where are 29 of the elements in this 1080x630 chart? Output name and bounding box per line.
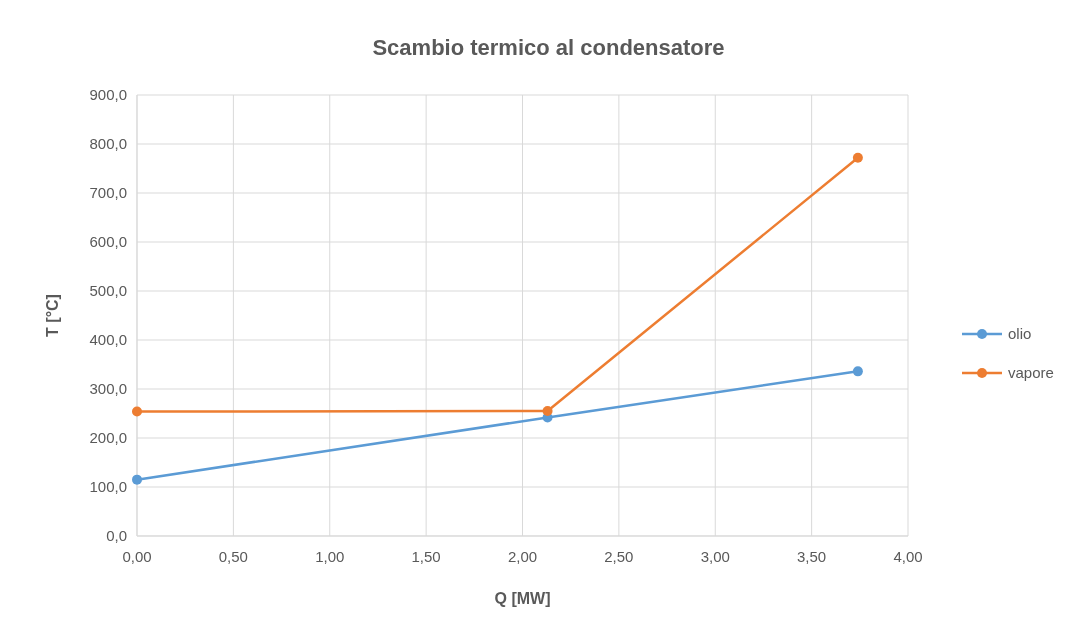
x-tick-label: 4,00 xyxy=(893,548,923,565)
point xyxy=(542,406,553,417)
y-tick-label: 0,0 xyxy=(106,527,127,545)
y-tick-label: 200,0 xyxy=(89,429,127,447)
y-tick-label: 300,0 xyxy=(89,380,127,398)
x-tick-label: 0,00 xyxy=(122,548,152,565)
y-tick-label: 700,0 xyxy=(89,184,127,202)
x-tick-label: 0,50 xyxy=(218,548,248,565)
point xyxy=(132,474,142,485)
point xyxy=(132,406,142,417)
x-tick-label: 1,50 xyxy=(411,548,441,565)
chart-title: Scambio termico al condensatore xyxy=(372,35,725,60)
legend-label: vapore xyxy=(1008,364,1054,382)
y-tick-label: 400,0 xyxy=(89,331,127,349)
x-tick-label: 3,50 xyxy=(797,548,827,565)
x-tick-label: 2,00 xyxy=(507,548,538,565)
y-tick-label: 500,0 xyxy=(89,282,127,300)
legend-label: olio xyxy=(1008,325,1032,343)
x-tick-label: 2,50 xyxy=(604,548,634,565)
y-tick-label: 800,0 xyxy=(89,135,127,153)
y-axis-title: T [°C] xyxy=(44,294,61,337)
x-tick-label: 3,00 xyxy=(700,548,730,565)
x-tick-label: 1,00 xyxy=(315,548,345,565)
x-axis-title: Q [MW] xyxy=(494,590,551,607)
point xyxy=(852,366,863,377)
y-tick-label: 900,0 xyxy=(89,86,127,104)
y-tick-label: 600,0 xyxy=(89,233,127,251)
point xyxy=(852,152,863,163)
y-tick-label: 100,0 xyxy=(89,478,127,496)
